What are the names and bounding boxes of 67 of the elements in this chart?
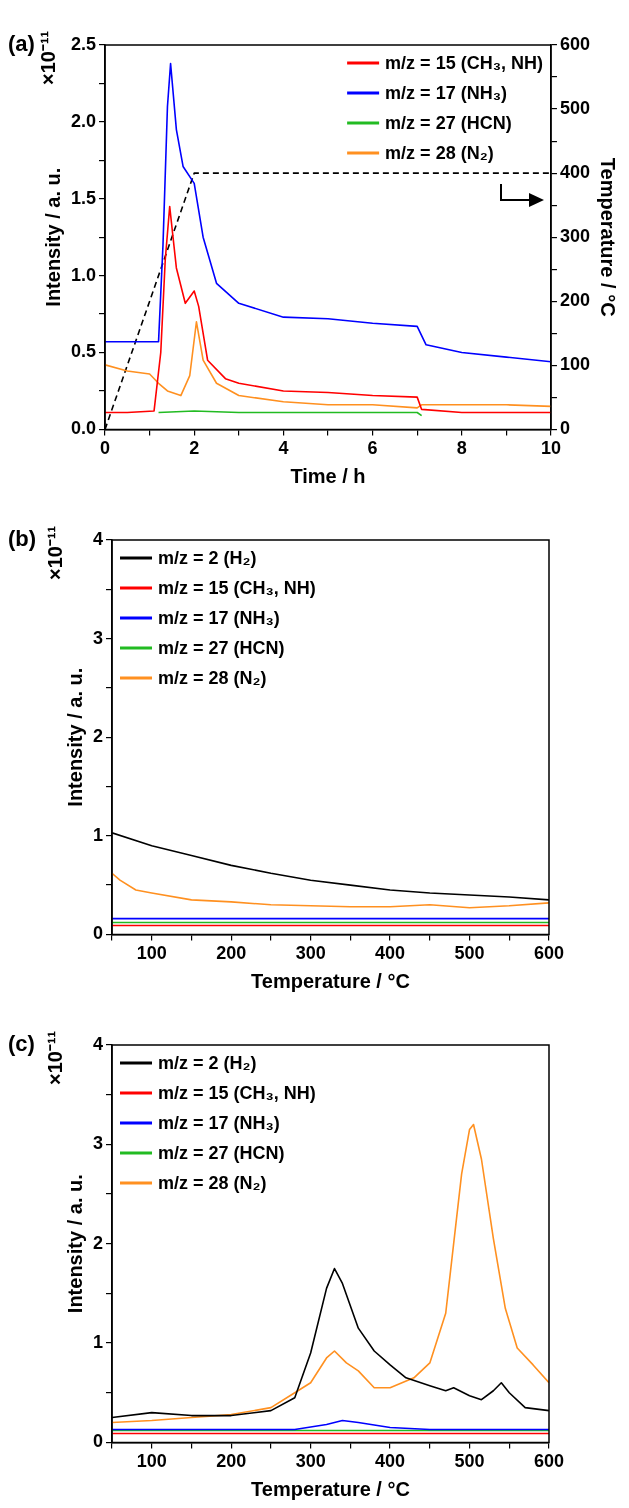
- x-tick-label: 600: [533, 943, 565, 964]
- x-tick-label: 400: [375, 943, 406, 964]
- legend-label: m/z = 17 (NH₃): [385, 82, 507, 103]
- x-tick-label: 2: [189, 438, 200, 459]
- y2-tick-label: 400: [559, 162, 591, 183]
- y-tick-label: 4: [93, 1033, 104, 1054]
- y2-tick-label: 300: [559, 226, 591, 247]
- legend-label: m/z = 2 (H₂): [158, 547, 257, 568]
- y-axis-title: Intensity / a. u.: [41, 167, 64, 307]
- y-tick-label: 2.5: [70, 33, 97, 54]
- text: ×10⁻¹¹: [44, 525, 67, 580]
- x-tick-label: 4: [278, 438, 289, 459]
- x-axis-title: Temperature / °C: [251, 1477, 410, 1500]
- legend-label: m/z = 27 (HCN): [158, 637, 285, 658]
- y-axis-title: Intensity / a. u.: [63, 1174, 86, 1314]
- y2-tick-label: 200: [559, 290, 591, 311]
- y2-tick-label: 0: [559, 418, 570, 439]
- y-tick-label: 1: [93, 824, 104, 845]
- x-tick-label: 500: [454, 1451, 485, 1472]
- y-tick-label: 1: [93, 1332, 104, 1353]
- legend-label: m/z = 2 (H₂): [158, 1052, 257, 1073]
- legend-label: m/z = 15 (CH₃, NH): [385, 52, 543, 73]
- chart-title: (a): [8, 31, 35, 57]
- y2-tick-label: 100: [559, 354, 591, 375]
- text: ×10⁻¹¹: [37, 30, 60, 85]
- y-tick-label: 0.0: [70, 418, 97, 439]
- x-tick-label: 300: [295, 943, 326, 964]
- legend-label: m/z = 15 (CH₃, NH): [158, 1082, 316, 1103]
- x-tick-label: 10: [540, 438, 561, 459]
- y-tick-label: 2.0: [70, 110, 97, 131]
- x-tick-label: 400: [375, 1451, 406, 1472]
- legend-label: m/z = 15 (CH₃, NH): [158, 577, 316, 598]
- y-tick-label: 1.5: [70, 187, 97, 208]
- y-tick-label: 4: [93, 528, 104, 549]
- y-tick-label: 0.5: [70, 341, 97, 362]
- chart-title: (b): [8, 526, 37, 552]
- y-tick-label: 0: [93, 923, 104, 944]
- x-tick-label: 100: [136, 943, 167, 964]
- legend-label: m/z = 17 (NH₃): [158, 1112, 280, 1133]
- legend-label: m/z = 27 (HCN): [385, 112, 512, 133]
- y-tick-label: 3: [93, 627, 104, 648]
- chart-title: (c): [8, 1031, 35, 1057]
- text: ×10⁻¹¹: [44, 1030, 67, 1085]
- x-tick-label: 8: [456, 438, 467, 459]
- y-axis-title: Intensity / a. u.: [63, 667, 86, 807]
- x-axis-title: Time / h: [290, 464, 366, 487]
- y-tick-label: 1.0: [70, 264, 97, 285]
- y-tick-label: 2: [93, 726, 104, 747]
- x-tick-label: 100: [136, 1451, 167, 1472]
- x-tick-label: 200: [216, 1451, 247, 1472]
- x-tick-label: 500: [454, 943, 485, 964]
- legend-label: m/z = 27 (HCN): [158, 1142, 285, 1163]
- x-tick-label: 200: [216, 943, 247, 964]
- x-tick-label: 300: [295, 1451, 326, 1472]
- x-tick-label: 6: [367, 438, 378, 459]
- y2-tick-label: 500: [559, 98, 591, 119]
- y2-tick-label: 600: [559, 33, 591, 54]
- x-axis-title: Temperature / °C: [251, 969, 410, 992]
- legend-label: m/z = 28 (N₂): [158, 1172, 267, 1193]
- legend-label: m/z = 28 (N₂): [158, 667, 267, 688]
- legend-label: m/z = 28 (N₂): [385, 142, 494, 163]
- y-tick-label: 3: [93, 1133, 104, 1154]
- x-tick-label: 600: [533, 1451, 565, 1472]
- legend-label: m/z = 17 (NH₃): [158, 607, 280, 628]
- y-tick-label: 2: [93, 1232, 104, 1253]
- y2-axis-title: Temperature / °C: [597, 157, 620, 317]
- y-tick-label: 0: [93, 1431, 104, 1452]
